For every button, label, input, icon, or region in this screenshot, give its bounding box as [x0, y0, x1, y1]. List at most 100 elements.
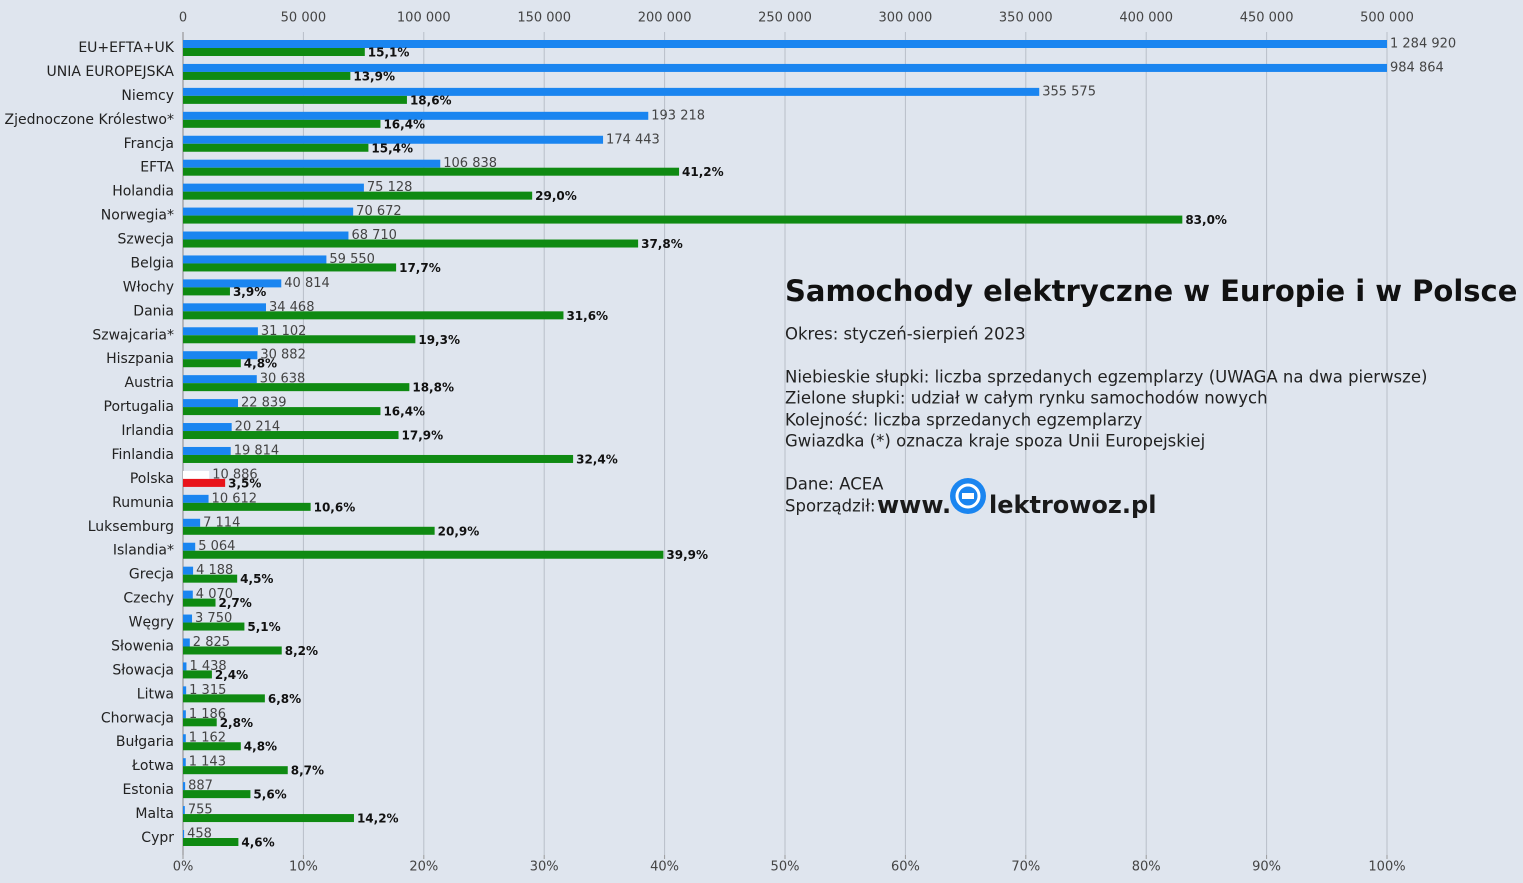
count-label: 458 [187, 827, 212, 842]
share-label: 37,8% [641, 237, 683, 251]
bar [183, 766, 288, 775]
author: Sporządził: [785, 497, 876, 516]
bar [183, 838, 239, 846]
category-label: Słowacja [112, 662, 174, 678]
share-label: 3,9% [233, 285, 266, 299]
bar [183, 40, 1387, 48]
x2-tick-label: 0% [173, 860, 194, 875]
category-label: Grecja [129, 567, 174, 583]
category-label: EU+EFTA+UK [78, 40, 174, 56]
bar [183, 686, 187, 695]
bar [183, 518, 201, 527]
category-label: Estonia [122, 782, 174, 798]
logo-suffix: lektrowoz.pl [989, 491, 1156, 519]
bar [183, 423, 232, 432]
count-label: 1 143 [189, 755, 226, 770]
bar [183, 478, 226, 487]
share-label: 16,4% [383, 117, 425, 131]
note: Niebieskie słupki: liczba sprzedanych eg… [785, 368, 1427, 387]
category-label: EFTA [140, 160, 174, 176]
share-label: 3,5% [228, 476, 261, 490]
bar [183, 87, 1040, 96]
bar [183, 279, 282, 288]
category-label: Malta [135, 806, 174, 822]
x2-tick-label: 40% [650, 860, 679, 875]
bar [183, 191, 533, 200]
bar [183, 375, 257, 384]
bar [183, 638, 190, 647]
count-label: 1 315 [189, 683, 226, 698]
category-label: UNIA EUROPEJSKA [46, 64, 174, 80]
count-label: 4 070 [196, 587, 233, 602]
count-label: 5 064 [198, 539, 235, 554]
share-label: 8,7% [291, 764, 324, 778]
subtitle: Okres: styczeń-sierpień 2023 [785, 325, 1026, 344]
bar [183, 239, 639, 248]
bar [183, 454, 574, 463]
share-label: 39,9% [666, 548, 708, 562]
bar [183, 327, 258, 336]
count-label: 887 [188, 779, 213, 794]
category-label: Węgry [129, 615, 174, 631]
count-label: 22 839 [241, 396, 287, 411]
category-label: Dania [133, 303, 174, 319]
count-label: 7 114 [203, 515, 240, 530]
chart-title: Samochody elektryczne w Europie i w Pols… [785, 274, 1517, 308]
bar [183, 806, 185, 815]
bar [183, 159, 441, 168]
category-label: Austria [125, 375, 174, 391]
x-tick-label: 350 000 [999, 11, 1053, 26]
count-label: 31 102 [261, 324, 307, 339]
share-label: 32,4% [576, 452, 618, 466]
category-label: Łotwa [131, 758, 174, 774]
bar [183, 407, 381, 416]
category-label: Finlandia [112, 447, 175, 463]
x2-tick-label: 20% [409, 860, 438, 875]
share-label: 10,6% [314, 500, 356, 514]
bar [183, 95, 407, 104]
bar [183, 790, 251, 799]
bar [183, 48, 365, 56]
bar [183, 646, 282, 655]
count-label: 1 284 920 [1390, 37, 1456, 52]
bar [183, 143, 369, 152]
bar [183, 119, 381, 128]
bar [183, 399, 238, 408]
category-label: Chorwacja [101, 710, 174, 726]
share-label: 5,1% [247, 620, 280, 634]
category-label: Zjednoczone Królestwo* [5, 112, 174, 128]
count-label: 34 468 [269, 300, 315, 315]
bar [183, 303, 266, 312]
bar [183, 814, 354, 823]
category-label: Niemcy [121, 88, 174, 104]
count-label: 10 612 [212, 491, 258, 506]
category-label: Cypr [141, 830, 174, 846]
category-label: Polska [130, 471, 174, 487]
count-label: 30 882 [260, 348, 306, 363]
category-label: Francja [124, 136, 174, 152]
labels: EU+EFTA+UK 1 284 920 15,1% UNIA EUROPEJSKA 9… [5, 37, 1457, 850]
bars [183, 40, 1387, 846]
bar [183, 446, 231, 455]
category-label: Litwa [137, 686, 174, 702]
x2-tick-label: 80% [1132, 860, 1161, 875]
share-label: 31,6% [566, 309, 608, 323]
bar [183, 470, 210, 479]
x2-tick-label: 90% [1252, 860, 1281, 875]
category-label: Luksemburg [88, 519, 174, 535]
share-label: 4,8% [244, 740, 277, 754]
share-label: 13,9% [353, 69, 395, 83]
note: Kolejność: liczba sprzedanych egzemplarz… [785, 411, 1143, 430]
x-tick-label: 50 000 [281, 11, 327, 26]
bar [183, 71, 351, 80]
bar [183, 622, 245, 631]
category-label: Irlandia [121, 423, 174, 439]
bar [183, 566, 194, 575]
bar [183, 758, 186, 767]
category-label: Bułgaria [116, 734, 174, 750]
count-label: 30 638 [260, 372, 306, 387]
count-label: 174 443 [606, 132, 660, 147]
bar [183, 335, 416, 344]
count-label: 1 162 [189, 731, 226, 746]
